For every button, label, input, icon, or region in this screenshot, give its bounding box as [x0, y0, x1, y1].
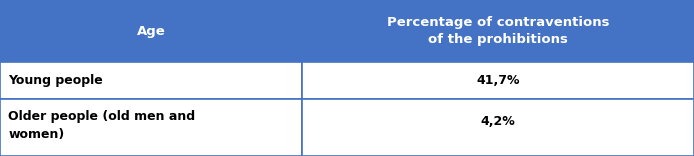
Bar — [0, 99, 302, 156]
Text: Older people (old men and
women): Older people (old men and women) — [8, 110, 196, 141]
Bar — [302, 99, 694, 156]
Bar — [302, 0, 694, 62]
Bar — [302, 62, 694, 99]
Text: Percentage of contraventions
of the prohibitions: Percentage of contraventions of the proh… — [387, 16, 609, 46]
Text: Age: Age — [137, 25, 165, 38]
Text: Young people: Young people — [8, 74, 103, 87]
Text: 41,7%: 41,7% — [476, 74, 520, 87]
Text: 4,2%: 4,2% — [480, 115, 516, 128]
Bar — [0, 62, 302, 99]
Bar — [0, 0, 302, 62]
